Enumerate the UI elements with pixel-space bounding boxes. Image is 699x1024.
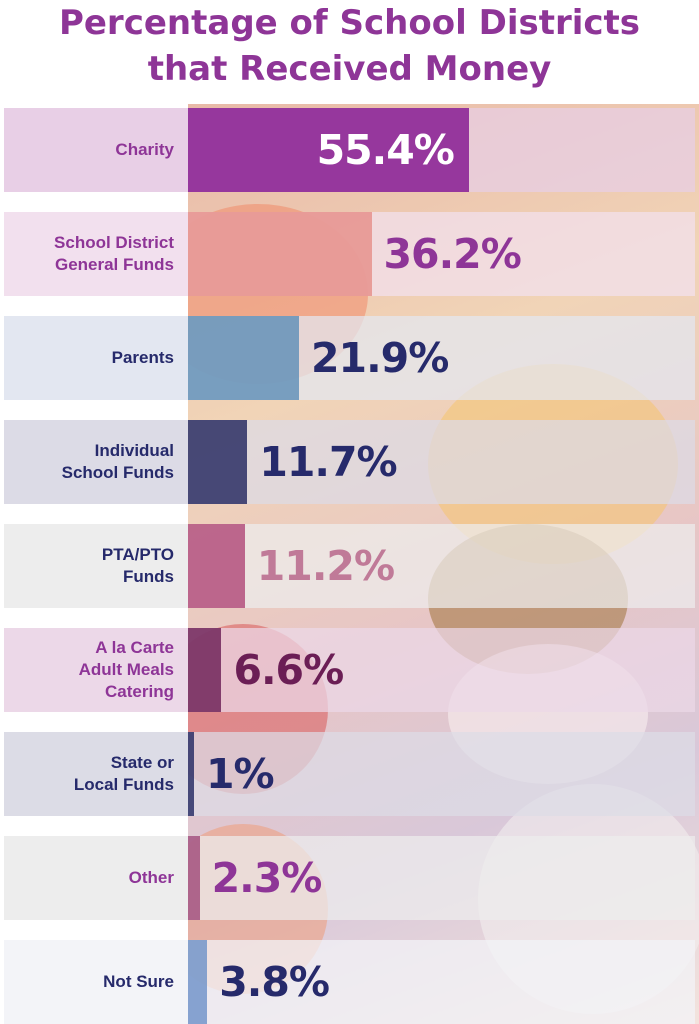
category-label-line: State or [110,753,174,772]
bar [188,524,245,608]
bar [188,628,222,712]
category-label: PTA/PTO Funds [4,524,188,608]
bar [188,212,372,296]
category-label-line: Parents [111,348,174,367]
category-label-line: Not Sure [103,972,174,991]
category-label-line: Local Funds [73,775,174,794]
category-label-line: Charity [115,140,174,159]
category-label-text: Individual School Funds [62,440,174,484]
category-label-line: A la Carte [95,638,174,657]
category-label-line: Adult Meals [78,660,174,679]
data-label: 11.2% [256,542,395,590]
category-label-line: Individual [94,441,174,460]
category-label-text: Not Sure [103,971,174,993]
bar [188,420,248,504]
data-label: 2.3% [211,854,323,902]
category-label-line: PTA/PTO [101,545,174,564]
category-label: Individual School Funds [4,420,188,504]
category-label: Parents [4,316,188,400]
category-label-text: School District General Funds [54,232,174,276]
bar [188,836,200,920]
category-label: State or Local Funds [4,732,188,816]
data-label: 1% [206,750,275,798]
chart-title-line-1: Percentage of School Districts [58,3,641,43]
category-label-line: Other [128,868,174,887]
bar [188,108,469,192]
data-label: 55.4% [316,126,455,174]
category-label-text: Charity [115,139,174,161]
bar [188,940,208,1024]
category-label-line: Funds [123,567,174,586]
category-label-text: State or Local Funds [74,752,174,796]
data-label: 3.8% [219,958,330,1006]
category-label: School District General Funds [4,212,188,296]
category-label-line: School District [54,233,174,252]
category-label-line: General Funds [54,255,174,274]
bar [188,732,194,816]
category-label-text: Other [129,867,174,889]
chart-title-line-2: that Received Money [147,49,552,89]
category-label-text: A la Carte Adult Meals Catering [79,637,174,703]
data-label: 21.9% [311,334,449,382]
category-label-line: Catering [105,682,174,701]
category-label: Other [4,836,188,920]
category-label-text: PTA/PTO Funds [102,544,174,588]
chart-title: Percentage of School Districts that Rece… [0,0,699,92]
category-label-text: Parents [112,347,174,369]
category-label: Not Sure [4,940,188,1024]
data-label: 11.7% [259,438,397,486]
category-label-line: School Funds [61,463,174,482]
category-label: A la Carte Adult Meals Catering [4,628,188,712]
data-label: 6.6% [233,646,344,694]
bar [188,316,300,400]
category-label: Charity [4,108,188,192]
data-label: 36.2% [383,230,522,278]
